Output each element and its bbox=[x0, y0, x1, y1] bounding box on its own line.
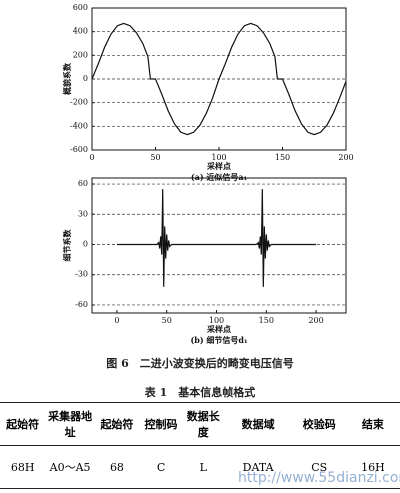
x-tick-label: 100 bbox=[211, 153, 226, 162]
y-tick-label: 0 bbox=[83, 74, 88, 83]
cell: C bbox=[156, 460, 166, 474]
x-axis-label: 采样点 bbox=[206, 161, 231, 171]
y-tick-label: 600 bbox=[73, 3, 88, 12]
y-axis-label: 概貌系数 bbox=[62, 62, 72, 95]
header-cell: 采集器地址 bbox=[45, 402, 95, 446]
plot-frame bbox=[91, 177, 347, 314]
x-tick-label: 0 bbox=[114, 316, 119, 325]
y-axis-label: 细节系数 bbox=[62, 229, 72, 262]
data-line bbox=[116, 189, 317, 287]
table: 起始符 采集器地址 起始符 控制码 数据长度 数据域 校验码 结束 68H A0～A5 68 C L D… bbox=[0, 402, 400, 489]
x-tick-label: 200 bbox=[308, 316, 323, 325]
x-tick-label: 0 bbox=[89, 153, 94, 162]
x-tick-label: 150 bbox=[259, 316, 274, 325]
table-row: 68H A0～A5 68 C L DATA CS 16H bbox=[0, 446, 400, 489]
y-tick-label: -60 bbox=[75, 300, 88, 309]
y-tick-label: 30 bbox=[78, 209, 88, 218]
chart-caption: (a) 近似信号a₁ bbox=[191, 172, 247, 182]
header-cell: 校验码 bbox=[292, 402, 346, 446]
header-cell: 数据长度 bbox=[183, 402, 224, 446]
cell: CS bbox=[311, 460, 328, 474]
y-tick-label: 60 bbox=[78, 179, 88, 188]
x-tick-label: 100 bbox=[209, 316, 224, 325]
x-tick-label: 150 bbox=[275, 153, 290, 162]
table-caption: 表 1 基本信息帧格式 bbox=[144, 386, 256, 399]
x-axis-label: 采样点 bbox=[206, 324, 231, 334]
y-tick-label: -400 bbox=[70, 121, 88, 130]
table-header: 起始符 采集器地址 起始符 控制码 数据长度 数据域 校验码 结束 bbox=[0, 402, 400, 446]
y-tick-label: -600 bbox=[70, 145, 88, 154]
y-tick-label: 400 bbox=[73, 27, 88, 36]
figure-caption: 图 6 二进小波变换后的畸变电压信号 bbox=[106, 357, 294, 370]
x-tick-label: 50 bbox=[162, 316, 172, 325]
y-tick-label: 200 bbox=[73, 50, 88, 59]
y-tick-label: -30 bbox=[75, 270, 88, 279]
x-tick-label: 200 bbox=[338, 153, 353, 162]
header-cell: 起始符 bbox=[0, 402, 46, 446]
data-line bbox=[91, 22, 347, 136]
y-tick-label: -200 bbox=[70, 98, 88, 107]
header-cell: 结束 bbox=[345, 402, 400, 446]
cell: A0～A5 bbox=[49, 461, 91, 474]
cell: L bbox=[199, 460, 207, 474]
cell: 68 bbox=[109, 460, 124, 474]
header-cell: 数据域 bbox=[223, 402, 293, 446]
x-tick-label: 50 bbox=[150, 153, 160, 162]
cell: DATA bbox=[242, 460, 274, 474]
y-tick-label: 0 bbox=[83, 239, 88, 248]
cell: 68H bbox=[10, 460, 35, 474]
chart-caption: (b) 细节信号d₁ bbox=[190, 335, 247, 345]
cell: 16H bbox=[361, 460, 385, 474]
header-cell: 起始符 bbox=[94, 402, 140, 446]
header-cell: 控制码 bbox=[139, 402, 184, 446]
watermark: http://www.55dianzi.com bbox=[238, 470, 400, 486]
